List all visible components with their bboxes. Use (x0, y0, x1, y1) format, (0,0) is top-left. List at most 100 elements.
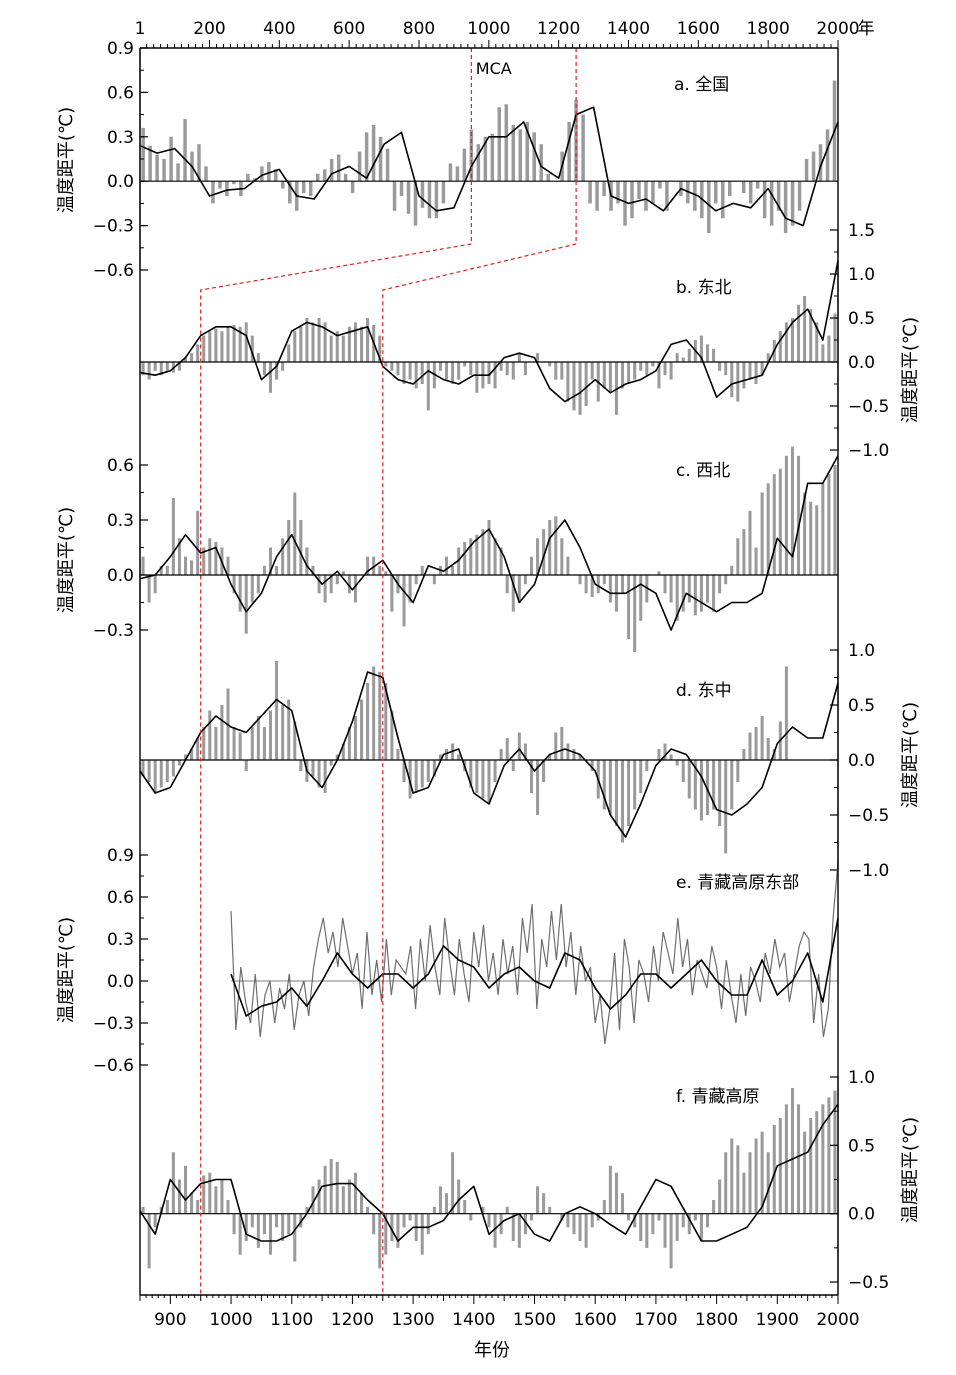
bar-a (350, 181, 355, 194)
bar-a (281, 181, 285, 189)
bar-c (463, 542, 467, 575)
bar-b (244, 322, 248, 362)
bar-b (602, 362, 606, 389)
bar-a (504, 104, 509, 182)
bar-c (232, 575, 236, 594)
bar-b (360, 326, 364, 362)
panel-label-b: b. 东北 (676, 278, 732, 298)
x-axis-title: 年份 (474, 1340, 510, 1361)
bar-c (797, 455, 801, 575)
bar-c (432, 575, 436, 585)
bar-c (705, 575, 710, 603)
bar-c (548, 520, 552, 575)
bar-f (396, 1213, 400, 1248)
bar-a (232, 181, 236, 185)
bar-a (329, 159, 334, 182)
bar-c (554, 516, 558, 575)
bar-a (176, 163, 180, 182)
bar-c (608, 575, 612, 603)
bar-a (336, 154, 341, 182)
bar-b (220, 331, 224, 362)
bar-d (754, 727, 758, 760)
bar-f (232, 1213, 236, 1235)
y-tick-label-a: 0.9 (107, 39, 134, 59)
bar-f (511, 1213, 515, 1241)
y-axis-title-c: 温度距平(℃) (56, 507, 77, 613)
bar-f (742, 1172, 746, 1214)
bar-d (542, 760, 546, 782)
bar-c (226, 556, 230, 575)
bar-f (772, 1124, 776, 1214)
bar-c (809, 501, 813, 575)
bar-f (778, 1118, 782, 1214)
bar-d (572, 749, 576, 760)
bar-f (275, 1213, 279, 1228)
bar-c (566, 556, 570, 575)
bar-f (293, 1213, 297, 1262)
bar-f (262, 1213, 266, 1235)
bar-c (445, 556, 449, 575)
top-tick-label: 2000 (816, 19, 859, 39)
bar-d (384, 683, 388, 760)
bar-b (141, 362, 145, 376)
bar-c (414, 575, 418, 585)
bar-d (317, 760, 321, 788)
bar-c (578, 575, 582, 585)
y-tick-label-c: 0.6 (107, 456, 134, 476)
bar-b (232, 325, 236, 362)
bar-f (445, 1193, 449, 1214)
bottom-tick-label: 1600 (574, 1310, 617, 1330)
bottom-tick-label: 1900 (756, 1310, 799, 1330)
bar-d (414, 760, 418, 793)
bar-f (432, 1206, 436, 1214)
plot-frame (139, 47, 839, 1296)
bar-b (177, 362, 181, 371)
bar-d (366, 683, 370, 760)
bar-d (724, 760, 728, 854)
bar-a (797, 181, 802, 211)
bar-b (366, 318, 370, 362)
bar-c (772, 474, 776, 575)
y-tick-label-b: −1.0 (848, 441, 889, 461)
bar-d (578, 754, 582, 760)
bar-f (493, 1213, 497, 1248)
bar-a (441, 181, 446, 204)
bar-d (511, 760, 515, 771)
smoothed-line-c (139, 455, 839, 631)
bar-d (220, 705, 224, 760)
bar-b (833, 313, 837, 362)
bar-f (827, 1097, 831, 1214)
bar-f (299, 1213, 303, 1228)
bottom-tick-label: 1500 (513, 1310, 556, 1330)
bar-a (804, 159, 809, 182)
bar-d (633, 760, 637, 810)
panel-label-c: c. 西北 (676, 461, 730, 481)
bar-c (305, 547, 309, 575)
y-tick-label-e: −0.3 (93, 1014, 134, 1034)
bar-d (445, 749, 449, 760)
bar-c (693, 575, 697, 616)
y-tick-label-e: 0.3 (107, 930, 134, 950)
bar-f (366, 1206, 370, 1214)
bar-a (790, 181, 795, 226)
bar-b (475, 362, 479, 393)
top-tick-label: 800 (403, 19, 435, 39)
bar-b (305, 318, 309, 362)
bar-a (385, 148, 390, 182)
bar-c (402, 575, 406, 627)
bottom-year-axis: 900 1000 1100 1200 1300 1400 1500 1600 1700 1800 1… (139, 1295, 860, 1330)
bar-b (262, 362, 266, 376)
bar-a (707, 181, 711, 233)
y-axis-title-f: 温度距平(℃) (900, 1117, 921, 1223)
bar-d (457, 754, 461, 760)
bar-b (645, 362, 649, 376)
bar-f (329, 1159, 333, 1214)
bar-b (202, 335, 206, 362)
bottom-tick-label: 2000 (816, 1310, 859, 1330)
bar-f (390, 1213, 394, 1241)
bar-f (754, 1138, 758, 1214)
bar-f (548, 1206, 552, 1214)
bar-a (665, 181, 669, 211)
